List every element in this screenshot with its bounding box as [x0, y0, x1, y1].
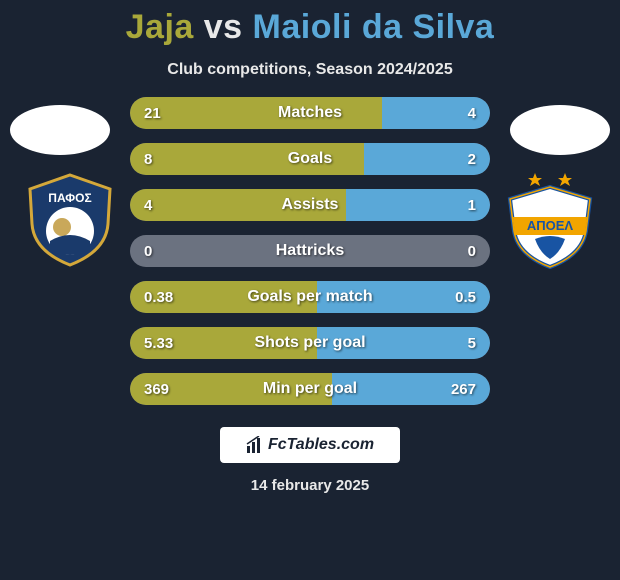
- stat-row: 0Hattricks0: [130, 235, 490, 267]
- stat-row: 369Min per goal267: [130, 373, 490, 405]
- player1-club-badge: ΠΑΦΟΣ: [20, 169, 120, 269]
- stat-row: 21Matches4: [130, 97, 490, 129]
- stat-value-right: 1: [468, 197, 476, 214]
- player2-name: Maioli da Silva: [253, 8, 495, 46]
- player2-silhouette: [510, 105, 610, 155]
- stat-label: Matches: [130, 104, 490, 122]
- stat-value-right: 4: [468, 105, 476, 122]
- svg-text:ΠΑΦΟΣ: ΠΑΦΟΣ: [48, 191, 91, 205]
- apoel-badge-icon: ΑΠΟΕΛ: [500, 169, 600, 269]
- stat-label: Min per goal: [130, 380, 490, 398]
- fctables-watermark: FcTables.com: [220, 427, 400, 463]
- stat-label: Shots per goal: [130, 334, 490, 352]
- stat-label: Goals: [130, 150, 490, 168]
- stats-container: 21Matches48Goals24Assists10Hattricks00.3…: [130, 97, 490, 405]
- player1-silhouette: [10, 105, 110, 155]
- date-text: 14 february 2025: [0, 477, 620, 494]
- player2-club-badge: ΑΠΟΕΛ: [500, 169, 600, 269]
- stat-value-right: 5: [468, 335, 476, 352]
- stat-label: Goals per match: [130, 288, 490, 306]
- fctables-text: FcTables.com: [268, 436, 374, 454]
- stat-value-right: 0: [468, 243, 476, 260]
- stat-label: Assists: [130, 196, 490, 214]
- content-area: ΠΑΦΟΣ ΑΠΟΕΛ 21Matches48Goals24Assists10H…: [0, 97, 620, 405]
- stat-row: 4Assists1: [130, 189, 490, 221]
- player1-name: Jaja: [126, 8, 194, 46]
- pafos-badge-icon: ΠΑΦΟΣ: [20, 169, 120, 269]
- comparison-title: Jaja vs Maioli da Silva: [0, 0, 620, 47]
- stat-value-right: 267: [451, 381, 476, 398]
- subtitle: Club competitions, Season 2024/2025: [0, 61, 620, 79]
- vs-text: vs: [204, 8, 243, 46]
- chart-icon: [246, 436, 264, 454]
- stat-value-right: 0.5: [455, 289, 476, 306]
- stat-row: 8Goals2: [130, 143, 490, 175]
- stat-row: 5.33Shots per goal5: [130, 327, 490, 359]
- svg-text:ΑΠΟΕΛ: ΑΠΟΕΛ: [527, 218, 574, 233]
- stat-value-right: 2: [468, 151, 476, 168]
- stat-row: 0.38Goals per match0.5: [130, 281, 490, 313]
- stat-label: Hattricks: [130, 242, 490, 260]
